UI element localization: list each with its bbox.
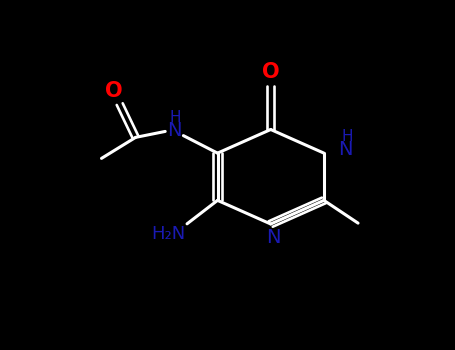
Text: N: N <box>339 140 353 159</box>
Text: N: N <box>167 121 182 140</box>
Text: O: O <box>106 81 123 101</box>
Text: H₂N: H₂N <box>152 225 186 243</box>
Text: N: N <box>266 228 281 247</box>
Text: O: O <box>262 62 279 83</box>
Text: H: H <box>342 129 354 144</box>
Text: H: H <box>170 110 182 125</box>
